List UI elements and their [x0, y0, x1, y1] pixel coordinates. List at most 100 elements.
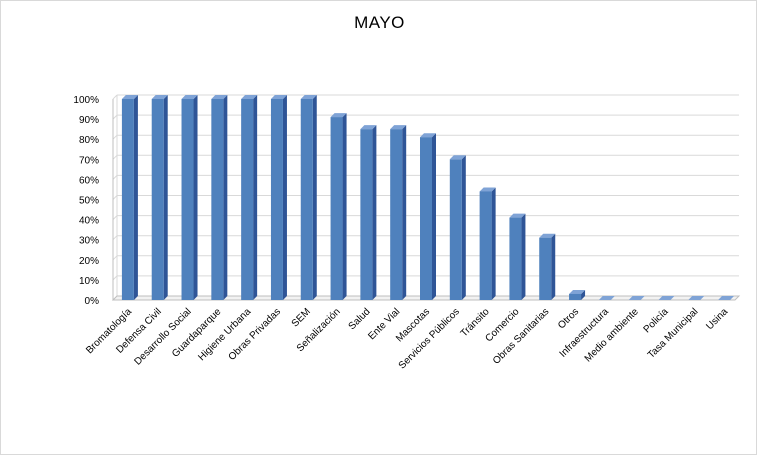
bar: [390, 125, 407, 301]
y-tick-label: 20%: [79, 256, 99, 267]
bar-top: [330, 113, 347, 118]
bar: [449, 155, 466, 300]
gridline-side: [112, 195, 118, 200]
bar-side: [163, 95, 168, 300]
bar-front: [449, 159, 462, 300]
x-category-label: Higiene Urbana: [196, 306, 253, 363]
bar-top: [688, 296, 705, 300]
bar: [330, 113, 347, 300]
gridline-side: [112, 134, 118, 140]
bar-top: [241, 95, 258, 99]
bar: [360, 125, 377, 301]
bar-side: [581, 289, 586, 300]
bar: [181, 95, 198, 300]
y-tick-label: 60%: [79, 175, 99, 186]
x-category-label: SEM: [290, 306, 313, 329]
gridline-side: [112, 215, 118, 220]
bar-top: [211, 95, 228, 99]
bar-side: [282, 95, 287, 300]
gridline-side: [112, 275, 118, 281]
bar: [569, 289, 586, 300]
x-category-label: Policía: [642, 306, 671, 335]
x-category-label: Medio ambiente: [583, 306, 641, 364]
bar-top: [181, 95, 198, 99]
bar-side: [432, 133, 436, 300]
bar: [658, 296, 675, 300]
bar-top: [390, 125, 407, 130]
y-tick-label: 70%: [79, 155, 99, 166]
bar-top: [539, 233, 556, 238]
x-category-label: Obras Privadas: [227, 306, 284, 363]
bar-front: [270, 99, 283, 300]
bar-front: [420, 137, 432, 300]
bar-top: [509, 213, 526, 218]
x-category-label: Obras Sanitarias: [491, 306, 551, 366]
bar-front: [300, 99, 313, 300]
bar-side: [133, 95, 138, 300]
bar-top: [718, 296, 735, 300]
bar: [628, 296, 645, 300]
y-tick-label: 30%: [79, 236, 99, 247]
bar-top: [270, 95, 287, 99]
bar-front: [330, 117, 343, 300]
bar-front: [241, 99, 254, 300]
bar-front: [121, 99, 134, 300]
bar-side: [312, 95, 317, 300]
bar-front: [539, 237, 552, 300]
y-tick-label: 10%: [79, 276, 99, 287]
y-tick-label: 0%: [85, 296, 100, 307]
bar-front: [509, 217, 522, 300]
x-category-label: Salud: [347, 306, 373, 332]
gridline-side: [112, 94, 118, 100]
gridline-side: [112, 114, 118, 120]
bar-top: [569, 289, 586, 294]
gridline-side: [112, 154, 118, 160]
bar-front: [360, 129, 373, 300]
gridline-side: [112, 255, 118, 261]
bar-side: [253, 95, 258, 300]
bar-top: [420, 133, 436, 138]
y-tick-label: 50%: [79, 196, 99, 207]
bar-side: [193, 95, 198, 300]
bar: [121, 95, 138, 300]
bar: [241, 95, 258, 300]
bar-top: [479, 187, 496, 192]
gridline-side: [112, 235, 118, 241]
bar-side: [461, 155, 466, 300]
gridline-side: [112, 175, 118, 180]
bar-side: [223, 95, 228, 300]
bar-side: [521, 213, 526, 300]
bar-top: [121, 95, 138, 99]
bar: [270, 95, 287, 300]
bar-top: [628, 296, 645, 300]
bar: [300, 95, 317, 300]
bar: [718, 296, 735, 300]
bar-side: [342, 113, 347, 300]
bar-front: [211, 99, 224, 300]
y-tick-label: 80%: [79, 135, 99, 146]
bar-front: [181, 99, 194, 300]
bar-side: [372, 125, 377, 301]
bar-top: [449, 155, 466, 160]
bar-front: [479, 191, 492, 300]
chart-title: MAYO: [354, 13, 405, 32]
bar-side: [402, 125, 407, 301]
bar: [151, 95, 168, 300]
bar: [539, 233, 556, 300]
x-category-label: Otros: [556, 306, 581, 331]
y-tick-label: 90%: [79, 115, 99, 126]
x-category-label: Usina: [704, 306, 730, 332]
bar-top: [598, 296, 615, 300]
bar-front: [569, 293, 582, 300]
bar-top: [300, 95, 317, 99]
bar: [688, 296, 705, 300]
y-tick-label: 40%: [79, 216, 99, 227]
bar: [211, 95, 228, 300]
bar: [509, 213, 526, 300]
bar-front: [390, 129, 403, 300]
bar: [479, 187, 496, 300]
bar-side: [551, 233, 556, 300]
bar: [420, 133, 436, 300]
